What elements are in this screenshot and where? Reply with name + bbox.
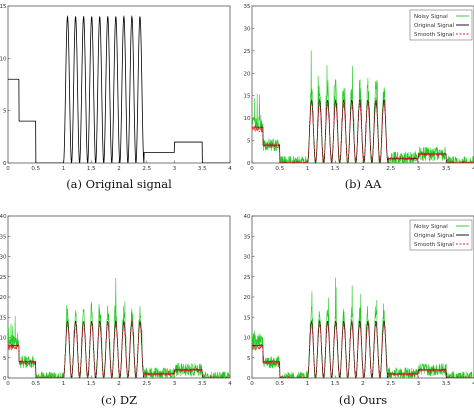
y-tick-label: 20	[244, 71, 251, 77]
x-tick-label: 2	[361, 381, 365, 387]
y-tick-label: 25	[244, 275, 251, 281]
noisy-signal-line	[252, 277, 474, 378]
panel-b: 0 0.5 1 1.5 2 2.5 3 3.5 4 0 5 10 15 20 25 30 35 Noisy Sig…	[244, 4, 474, 191]
x-tick-label: 3.5	[198, 166, 207, 172]
y-tick-label: 5	[3, 356, 7, 362]
x-tick-label: 1	[62, 381, 66, 387]
legend-label-2: Smooth Signal	[414, 242, 454, 248]
panel-caption-b: (b) AA	[345, 177, 382, 191]
y-tick-label: 40	[0, 214, 7, 220]
y-tick-label: 35	[244, 234, 251, 240]
y-tick-label: 5	[247, 356, 251, 362]
x-tick-label: 1	[62, 166, 66, 172]
y-tick-label: 30	[244, 26, 251, 32]
x-tick-label: 0	[250, 166, 254, 172]
legend-label-0: Noisy Signal	[414, 14, 448, 20]
legend-label-1: Original Signal	[414, 23, 455, 29]
panel-a: 0 0.5 1 1.5 2 2.5 3 3.5 4 0 5 10 15 (a) Original sign…	[0, 4, 232, 191]
smooth-signal-line	[252, 319, 474, 378]
x-tick-label: 2	[117, 166, 121, 172]
smooth-signal-line	[252, 97, 474, 163]
y-tick-label: 40	[244, 214, 251, 220]
x-tick-label: 3	[417, 166, 421, 172]
x-tick-label: 3	[173, 166, 177, 172]
x-tick-label: 1.5	[331, 166, 340, 172]
x-tick-label: 0.5	[275, 381, 284, 387]
y-tick-label: 5	[3, 109, 7, 115]
x-tick-label: 4	[472, 381, 474, 387]
x-tick-label: 0.5	[31, 166, 40, 172]
y-tick-label: 30	[0, 255, 7, 261]
legend: Noisy Signal Original Signal Smooth Signal	[409, 9, 473, 41]
smooth-signal-line	[8, 319, 230, 378]
legend-label-1: Original Signal	[414, 233, 455, 239]
y-tick-label: 10	[0, 336, 7, 342]
plot-area	[8, 15, 230, 163]
x-tick-label: 2.5	[386, 381, 395, 387]
noisy-signal-line	[8, 277, 230, 378]
x-tick-label: 3	[173, 381, 177, 387]
legend-label-0: Noisy Signal	[414, 224, 448, 230]
y-tick-label: 20	[0, 295, 7, 301]
y-tick-label: 10	[244, 336, 251, 342]
plot-area	[8, 277, 230, 378]
y-tick-label: 15	[0, 4, 7, 10]
original-signal-line	[8, 15, 230, 163]
x-tick-label: 1.5	[87, 166, 96, 172]
x-tick-label: 1.5	[331, 381, 340, 387]
x-tick-label: 2.5	[142, 166, 151, 172]
x-tick-label: 2.5	[386, 166, 395, 172]
plot-area	[252, 277, 474, 378]
x-tick-label: 4	[228, 166, 232, 172]
y-tick-label: 0	[247, 161, 251, 167]
y-tick-label: 0	[3, 376, 7, 382]
x-tick-label: 3.5	[442, 166, 451, 172]
x-tick-label: 3.5	[442, 381, 451, 387]
x-tick-label: 0	[250, 381, 254, 387]
x-tick-label: 4	[228, 381, 232, 387]
original-signal-line	[252, 320, 474, 378]
x-tick-label: 3	[417, 381, 421, 387]
plot-area	[252, 50, 474, 163]
y-tick-label: 0	[3, 161, 7, 167]
x-tick-label: 1	[306, 381, 310, 387]
x-tick-label: 2	[117, 381, 121, 387]
y-tick-label: 25	[0, 275, 7, 281]
panel-caption-d: (d) Ours	[339, 393, 387, 407]
y-tick-label: 35	[244, 4, 251, 10]
y-tick-label: 0	[247, 376, 251, 382]
y-tick-label: 15	[0, 315, 7, 321]
y-tick-label: 20	[244, 295, 251, 301]
panel-d: 00.511.522.533.540510152025303540Noisy S…	[244, 214, 474, 407]
y-tick-label: 25	[244, 49, 251, 55]
x-tick-label: 1	[306, 166, 310, 172]
y-tick-label: 35	[0, 234, 7, 240]
noisy-signal-line	[252, 50, 474, 163]
y-tick-label: 10	[244, 116, 251, 122]
x-tick-label: 2	[361, 166, 365, 172]
x-tick-label: 0	[6, 166, 10, 172]
plot-frame	[7, 215, 231, 379]
y-tick-label: 10	[0, 56, 7, 62]
legend-label-2: Smooth Signal	[414, 32, 454, 38]
x-tick-label: 1.5	[87, 381, 96, 387]
y-tick-label: 30	[244, 255, 251, 261]
panel-caption-a: (a) Original signal	[66, 177, 172, 191]
x-tick-label: 2.5	[142, 381, 151, 387]
x-tick-label: 0	[6, 381, 10, 387]
x-tick-label: 4	[472, 166, 474, 172]
x-tick-label: 0.5	[275, 166, 284, 172]
panel-caption-c: (c) DZ	[101, 393, 137, 407]
y-tick-label: 15	[244, 94, 251, 100]
y-tick-label: 5	[247, 139, 251, 145]
y-tick-label: 15	[244, 315, 251, 321]
x-tick-label: 0.5	[31, 381, 40, 387]
legend: Noisy Signal Original Signal Smooth Signal	[409, 219, 473, 251]
x-tick-label: 3.5	[198, 381, 207, 387]
